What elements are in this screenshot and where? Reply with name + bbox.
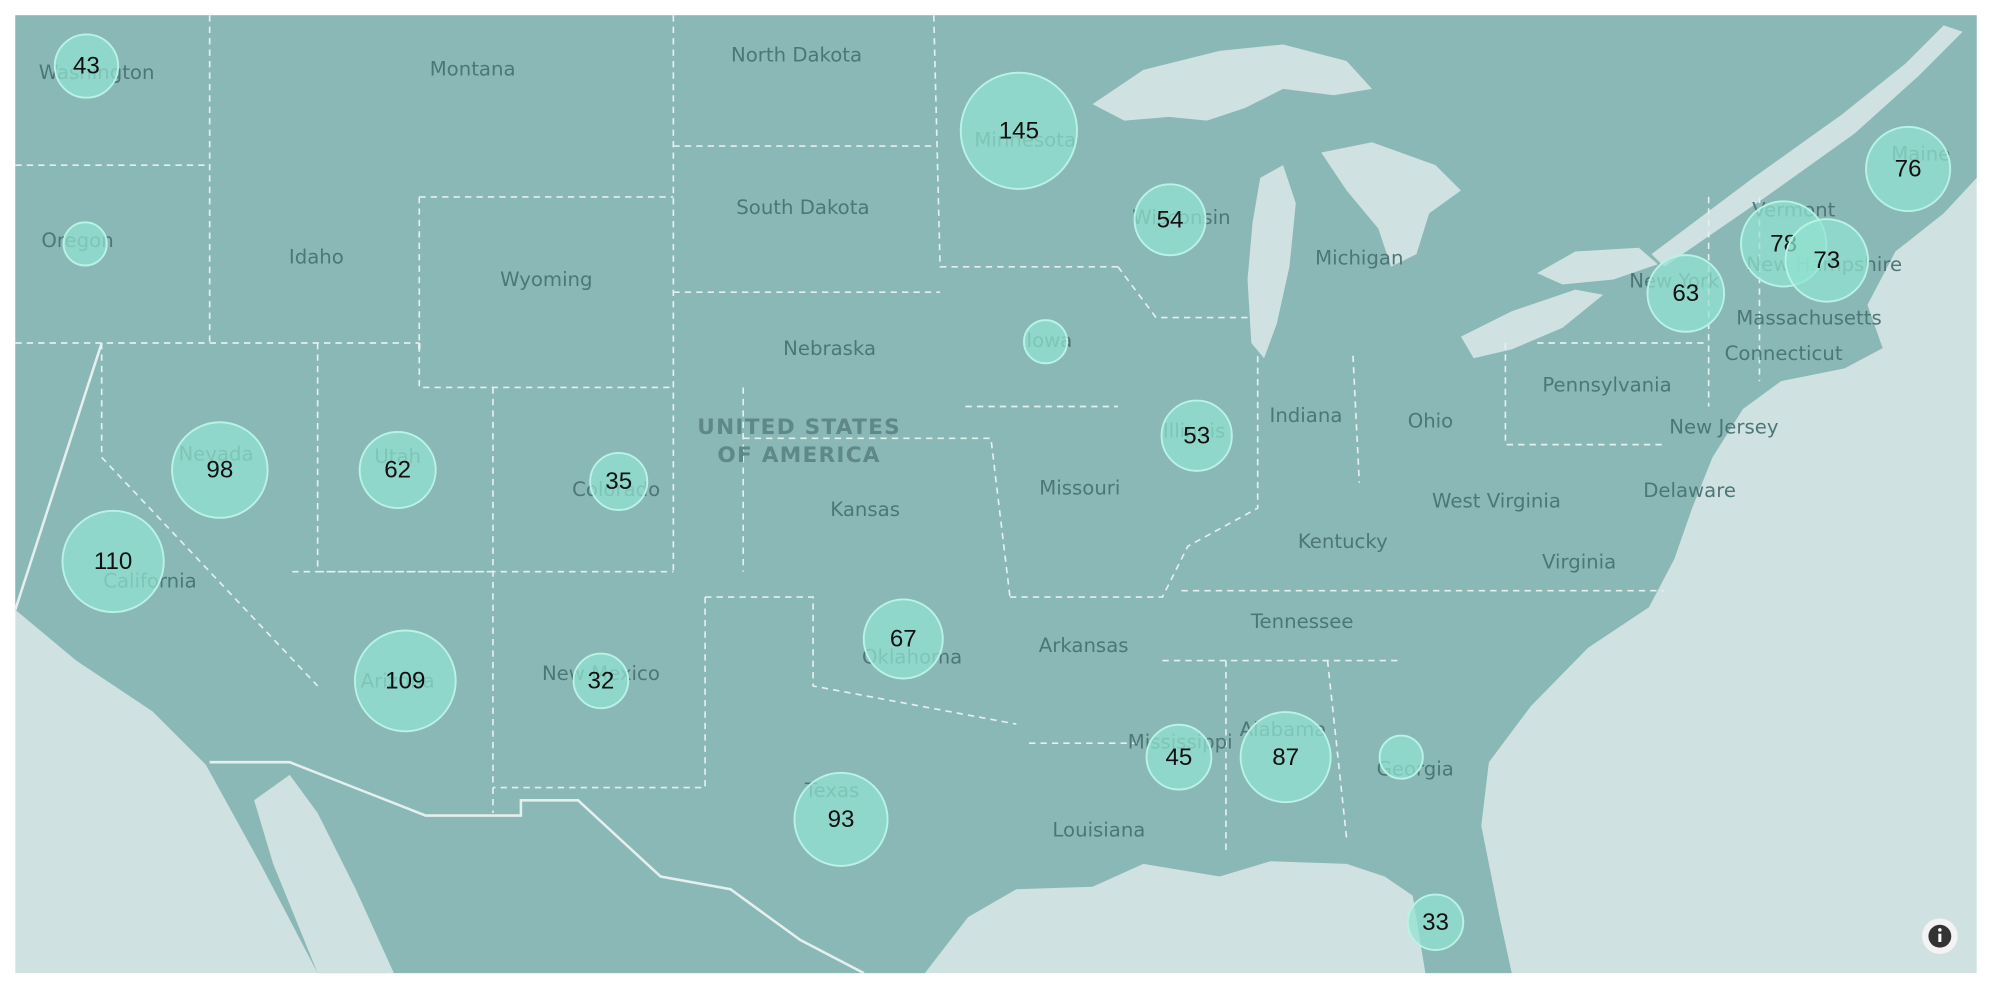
state-label: Wyoming bbox=[500, 268, 592, 291]
cluster-count: 145 bbox=[999, 117, 1039, 144]
cluster-count: 45 bbox=[1166, 744, 1193, 771]
land bbox=[15, 15, 1977, 974]
cluster-count: 76 bbox=[1895, 156, 1922, 183]
state-label: Indiana bbox=[1270, 404, 1343, 427]
state-label: Montana bbox=[430, 57, 516, 80]
st-lawrence bbox=[1651, 25, 1963, 267]
cluster-bubble bbox=[1133, 183, 1207, 257]
state-label: South Dakota bbox=[736, 196, 869, 219]
cluster-bubble bbox=[1145, 723, 1213, 791]
lake-superior bbox=[1092, 44, 1373, 121]
state-label: Massachusetts bbox=[1736, 306, 1881, 329]
lake-michigan bbox=[1247, 165, 1296, 359]
state-label: Connecticut bbox=[1725, 342, 1843, 365]
info-icon-dot bbox=[1938, 928, 1942, 932]
cluster-count: 67 bbox=[890, 626, 917, 653]
lake-ontario bbox=[1537, 247, 1658, 285]
cluster-bubble bbox=[358, 431, 437, 509]
country-label: OF AMERICA bbox=[717, 443, 880, 468]
state-label: Idaho bbox=[289, 245, 344, 268]
cluster-bubble bbox=[53, 33, 120, 99]
cluster-bubble bbox=[1646, 254, 1726, 333]
cluster-bubble bbox=[1784, 218, 1869, 303]
cluster-bubble bbox=[62, 221, 108, 267]
cluster-count: 93 bbox=[828, 806, 855, 833]
cluster-bubble bbox=[1022, 319, 1069, 365]
cluster-count: 62 bbox=[384, 457, 411, 484]
cluster-bubble bbox=[171, 421, 269, 519]
state-label: Delaware bbox=[1643, 479, 1736, 502]
state-label: Tennessee bbox=[1250, 610, 1354, 633]
state-label: Ohio bbox=[1408, 409, 1454, 432]
baja-water bbox=[254, 774, 394, 974]
cluster-bubble bbox=[1239, 711, 1332, 804]
cluster-bubble bbox=[862, 598, 944, 680]
cluster-count: 53 bbox=[1183, 422, 1210, 449]
state-label: Louisiana bbox=[1052, 818, 1145, 841]
state-label: Virginia bbox=[1542, 550, 1616, 573]
cluster-bubble bbox=[1160, 399, 1233, 472]
state-label: North Dakota bbox=[731, 43, 862, 66]
state-label: Nebraska bbox=[783, 337, 876, 360]
cluster-count: 73 bbox=[1813, 247, 1840, 274]
cluster-count: 110 bbox=[94, 548, 132, 575]
cluster-count: 109 bbox=[385, 668, 425, 695]
state-label: Pennsylvania bbox=[1542, 374, 1671, 397]
cluster-bubble bbox=[793, 771, 889, 867]
cluster-bubble bbox=[1378, 734, 1424, 780]
state-label: Kentucky bbox=[1298, 530, 1388, 553]
info-button[interactable] bbox=[1922, 918, 1958, 955]
state-label: New Jersey bbox=[1669, 416, 1779, 439]
cluster-count: 43 bbox=[73, 53, 100, 80]
state-label: Michigan bbox=[1315, 247, 1403, 270]
cluster-count: 87 bbox=[1272, 744, 1299, 771]
lake-erie bbox=[1460, 289, 1604, 359]
state-label: West Virginia bbox=[1432, 489, 1561, 512]
state-label: Kansas bbox=[830, 498, 900, 521]
cluster-count: 32 bbox=[588, 668, 615, 695]
state-label: Missouri bbox=[1039, 477, 1120, 500]
cluster-count: 54 bbox=[1157, 206, 1184, 233]
state-label: Arkansas bbox=[1039, 634, 1129, 657]
cluster-bubble bbox=[1406, 893, 1465, 951]
cluster-bubble bbox=[572, 652, 630, 710]
cluster-count: 63 bbox=[1672, 280, 1699, 307]
lake-huron bbox=[1321, 142, 1461, 267]
cluster-count: 33 bbox=[1422, 909, 1449, 936]
cluster-bubble bbox=[959, 71, 1078, 190]
cluster-bubble bbox=[353, 629, 457, 733]
info-icon-stem bbox=[1938, 933, 1942, 942]
cluster-bubble bbox=[61, 509, 165, 614]
cluster-count: 98 bbox=[206, 457, 233, 484]
cluster-bubble bbox=[1865, 125, 1952, 212]
cluster-count: 35 bbox=[605, 468, 632, 495]
country-label: UNITED STATES bbox=[697, 415, 901, 440]
cluster-bubble bbox=[589, 451, 649, 511]
